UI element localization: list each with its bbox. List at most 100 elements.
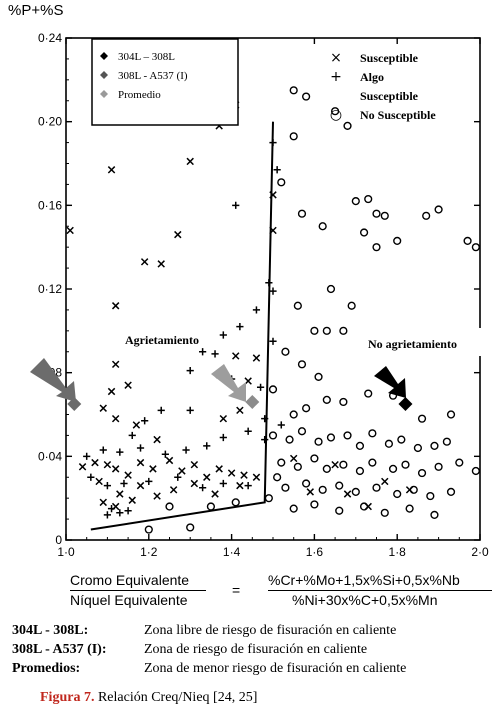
arrow-middle bbox=[211, 364, 246, 402]
data-point-circle bbox=[273, 473, 282, 482]
formula-rhs-denominator: %Ni+30x%C+0,5x%Mn bbox=[292, 592, 438, 608]
data-point-circle bbox=[413, 443, 423, 453]
data-point-circle bbox=[281, 483, 290, 492]
inner-legend-marker bbox=[100, 90, 108, 98]
data-point-circle bbox=[364, 389, 373, 398]
data-point-plus bbox=[124, 507, 132, 515]
data-point-plus bbox=[83, 452, 91, 460]
data-point-plus bbox=[99, 446, 107, 454]
data-point-cross bbox=[178, 467, 186, 475]
x-tick-label: 2·0 bbox=[471, 545, 489, 559]
data-point-cross bbox=[91, 458, 99, 467]
data-point-circle bbox=[446, 410, 456, 419]
data-point-cross bbox=[240, 471, 248, 479]
data-point-circle bbox=[380, 508, 389, 517]
figure-caption: Figura 7. Relación Creq/Nieq [24, 25] bbox=[40, 690, 257, 706]
formula: Cromo Equivalente Níquel Equivalente = %… bbox=[0, 570, 496, 614]
formula-equals: = bbox=[232, 582, 241, 598]
data-point-circle bbox=[388, 464, 398, 473]
data-point-plus bbox=[256, 383, 265, 391]
data-point-plus bbox=[157, 406, 165, 414]
highlight-markers bbox=[67, 394, 413, 412]
outer-legend-symbol: × bbox=[330, 50, 342, 66]
data-point-cross bbox=[111, 360, 120, 369]
data-point-circle bbox=[434, 462, 443, 471]
data-point-circle bbox=[401, 460, 410, 469]
data-point-circle bbox=[322, 326, 331, 335]
data-point-circle bbox=[372, 243, 381, 252]
data-point-plus bbox=[103, 511, 111, 519]
data-point-cross bbox=[227, 469, 236, 477]
data-point-plus bbox=[252, 306, 261, 314]
data-point-circle bbox=[471, 466, 480, 476]
data-point-cross bbox=[219, 414, 228, 423]
data-point-cross bbox=[174, 230, 182, 239]
data-point-cross bbox=[203, 473, 211, 481]
data-point-circle bbox=[351, 197, 360, 206]
data-point-circle bbox=[335, 506, 344, 515]
data-point-circle bbox=[165, 502, 174, 511]
data-point-cross bbox=[269, 191, 277, 199]
data-point-circle bbox=[318, 222, 327, 231]
data-point-circle bbox=[343, 121, 352, 130]
data-point-cross bbox=[124, 381, 132, 389]
data-point-circle bbox=[368, 458, 377, 467]
data-point-circle bbox=[326, 284, 336, 294]
outer-legend-label: No Susceptible bbox=[360, 108, 436, 122]
data-point-circle bbox=[277, 178, 286, 187]
data-point-cross bbox=[165, 456, 174, 465]
data-point-circle bbox=[446, 487, 456, 496]
boundary-polyline bbox=[90, 121, 274, 531]
data-point-circle bbox=[430, 510, 439, 520]
y-tick-label: 0 bbox=[55, 533, 62, 547]
inner-legend-label: 308L - A537 (I) bbox=[118, 70, 188, 82]
data-point-circle bbox=[322, 464, 331, 473]
x-tick-label: 1·6 bbox=[306, 545, 324, 559]
data-point-cross bbox=[211, 490, 219, 498]
data-point-cross bbox=[136, 458, 145, 467]
data-point-circle bbox=[289, 86, 298, 95]
data-point-circle bbox=[231, 498, 240, 507]
data-point-plus bbox=[269, 287, 277, 295]
data-point-cross bbox=[153, 492, 161, 500]
data-point-circle bbox=[314, 372, 323, 381]
data-point-cross bbox=[111, 302, 120, 310]
note-key: Promedios: bbox=[12, 661, 81, 676]
region-label-no-agrietamiento: No agrietamiento bbox=[368, 337, 457, 351]
data-point-circle bbox=[310, 454, 319, 463]
data-point-plus bbox=[203, 442, 211, 450]
data-point-cross bbox=[107, 387, 116, 396]
x-tick-label: 1·2 bbox=[140, 545, 158, 559]
data-point-plus bbox=[211, 350, 219, 358]
data-point-circle bbox=[463, 236, 472, 245]
data-point-cross bbox=[103, 460, 112, 469]
data-point-cross bbox=[116, 490, 124, 498]
data-point-cross bbox=[186, 157, 194, 166]
outer-legend-label: Susceptible bbox=[360, 89, 419, 103]
data-point-circle bbox=[372, 483, 381, 492]
formula-rhs-fraction-bar bbox=[268, 590, 492, 591]
y-tick-label: 0·04 bbox=[38, 449, 62, 463]
data-point-plus bbox=[219, 433, 227, 442]
inner-legend-marker bbox=[100, 71, 108, 79]
data-point-plus bbox=[120, 479, 128, 488]
data-point-circle bbox=[302, 404, 311, 413]
y-tick-label: 0·24 bbox=[38, 31, 62, 45]
data-point-circle bbox=[322, 395, 331, 404]
data-point-circle bbox=[310, 326, 319, 335]
data-point-circle bbox=[289, 504, 298, 513]
data-point-plus bbox=[261, 436, 269, 444]
inner-legend-label: 304L – 308L bbox=[118, 51, 175, 63]
data-point-circle bbox=[302, 479, 311, 488]
arrow-right bbox=[374, 366, 406, 398]
y-tick-label: 0·16 bbox=[38, 198, 62, 212]
data-point-plus bbox=[219, 331, 227, 339]
data-point-circle bbox=[397, 435, 406, 444]
outer-legend-symbol: ○ bbox=[330, 107, 342, 123]
formula-lhs-denominator: Níquel Equivalente bbox=[70, 592, 188, 608]
chart-plot: 1·01·21·41·61·82·000·040·080·120·160·200… bbox=[30, 31, 490, 559]
x-tick-label: 1·4 bbox=[223, 545, 241, 559]
data-point-circle bbox=[310, 500, 319, 509]
data-point-circle bbox=[359, 228, 369, 237]
data-point-circle bbox=[289, 132, 298, 141]
